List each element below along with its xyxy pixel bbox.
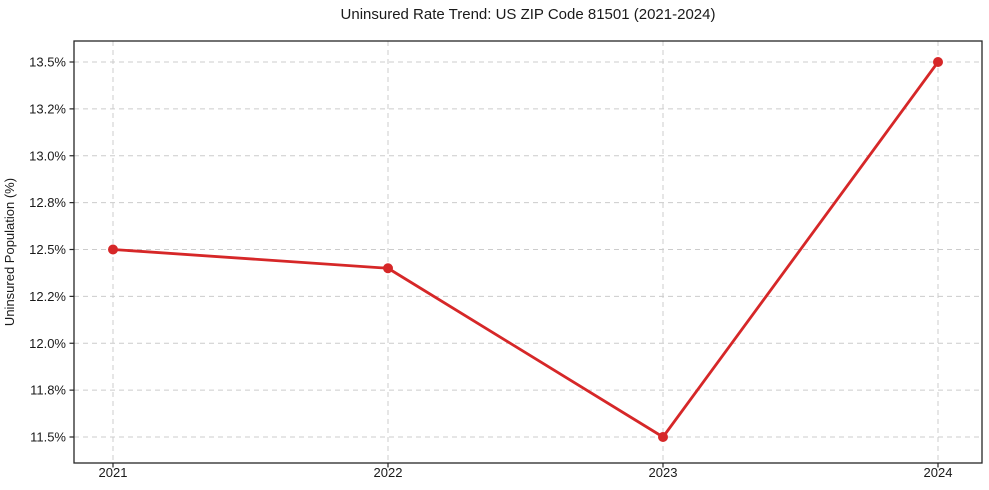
data-point [933,57,943,67]
x-tick-label: 2024 [924,465,953,480]
x-tick-label: 2022 [374,465,403,480]
data-point [658,432,668,442]
y-axis-label: Uninsured Population (%) [2,178,17,326]
x-tick-label: 2023 [649,465,678,480]
y-tick-label: 13.2% [29,101,66,116]
trend-line [111,60,940,439]
data-point [108,244,118,255]
y-tick-label: 11.5% [30,430,66,445]
y-tick-label: 13.5% [29,55,66,70]
chart-title: Uninsured Rate Trend: US ZIP Code 81501 … [340,6,716,23]
y-tick-label: 12.8% [29,195,66,210]
y-tick-label: 13.0% [29,148,66,163]
y-tick-label: 12.0% [29,336,66,351]
axes-spines [73,40,983,464]
y-tick-label: 12.5% [29,242,66,257]
y-tick-label: 11.8% [30,383,66,398]
y-tick-label: 12.2% [29,289,66,304]
data-point [383,263,393,274]
x-tick-label: 2021 [99,465,128,480]
